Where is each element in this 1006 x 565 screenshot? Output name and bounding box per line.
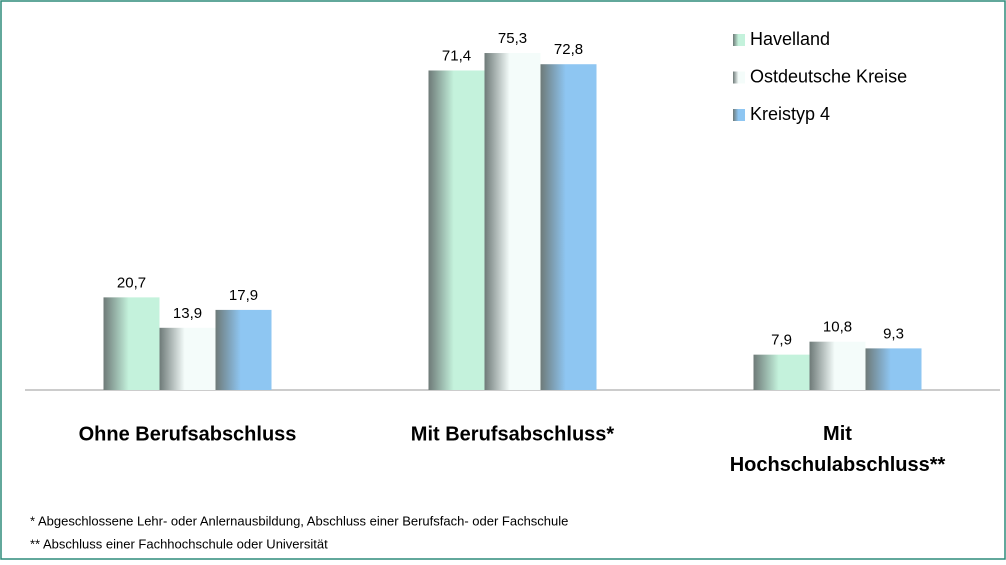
- x-tick-label: Mit Berufsabschluss*: [411, 423, 615, 445]
- data-label: 20,7: [117, 274, 146, 291]
- legend-swatch: [733, 71, 745, 84]
- bar: [159, 327, 216, 390]
- data-label: 72,8: [554, 41, 583, 58]
- data-label: 7,9: [771, 332, 792, 349]
- bar: [540, 64, 597, 390]
- legend-swatch: [733, 34, 745, 46]
- data-label: 17,9: [229, 287, 258, 304]
- data-label: 75,3: [498, 30, 527, 47]
- legend-label: Ostdeutsche Kreise: [750, 66, 907, 86]
- footnote: ** Abschluss einer Fachhochschule oder U…: [30, 536, 328, 551]
- legend-label: Kreistyp 4: [750, 104, 830, 124]
- bar: [809, 341, 866, 390]
- data-label: 9,3: [883, 325, 904, 342]
- bar: [484, 53, 541, 390]
- data-label: 71,4: [442, 47, 471, 64]
- data-label: 10,8: [823, 319, 852, 336]
- x-tick-label: Ohne Berufsabschluss: [79, 423, 297, 445]
- bar: [215, 309, 272, 390]
- legend-swatch: [733, 109, 745, 121]
- bar: [103, 297, 160, 390]
- legend-label: Havelland: [750, 29, 830, 49]
- footnote: * Abgeschlossene Lehr- oder Anlernausbil…: [30, 513, 568, 528]
- x-tick-label: Mit Hochschulabschluss**: [730, 423, 946, 476]
- bar: [428, 70, 485, 391]
- data-label: 13,9: [173, 305, 202, 322]
- bar: [753, 354, 810, 390]
- bar: [865, 348, 922, 390]
